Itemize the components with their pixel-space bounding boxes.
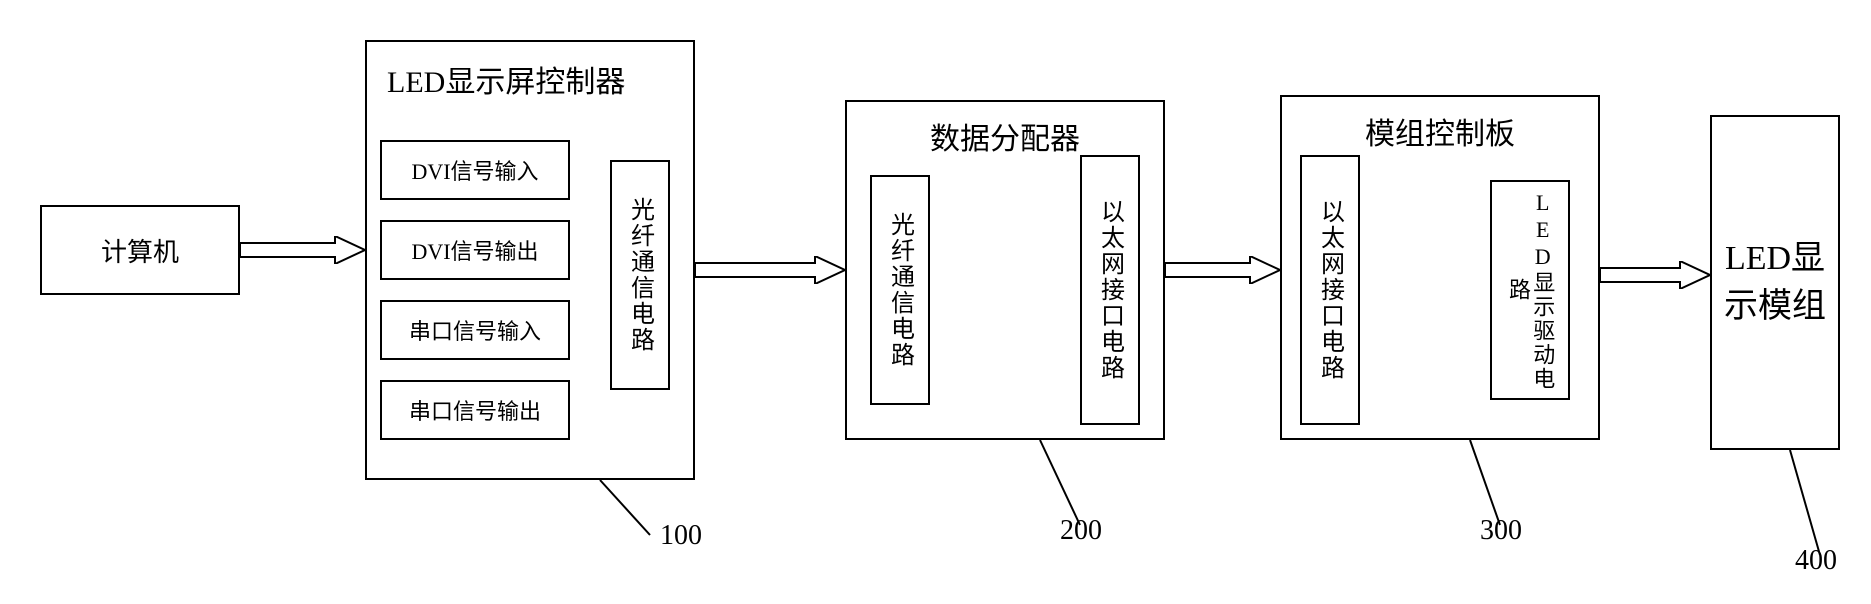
module-ctrl-driver-module: LED显示驱动电路 xyxy=(1490,180,1570,400)
distributor-title: 数据分配器 xyxy=(930,114,1080,158)
module-ctrl-eth-label: 以太网接口电路 xyxy=(1313,199,1348,381)
distributor-fiber-module: 光纤通信电路 xyxy=(870,175,930,405)
ref-400: 400 xyxy=(1795,545,1837,577)
controller-fiber-label: 光纤通信电路 xyxy=(623,197,658,353)
controller-dvi-in: DVI信号输入 xyxy=(380,140,570,200)
distributor-fiber-label: 光纤通信电路 xyxy=(883,212,918,368)
controller-fiber-module: 光纤通信电路 xyxy=(610,160,670,390)
computer-block: 计算机 xyxy=(40,205,240,295)
arrow-1 xyxy=(240,236,365,264)
led-module-label: LED显示模组 xyxy=(1722,235,1828,330)
controller-serial-out-label: 串口信号输出 xyxy=(409,394,541,426)
ref-300: 300 xyxy=(1480,515,1522,547)
controller-title: LED显示屏控制器 xyxy=(387,57,625,101)
module-ctrl-eth-module: 以太网接口电路 xyxy=(1300,155,1360,425)
arrow-3 xyxy=(1165,256,1280,284)
ref-200: 200 xyxy=(1060,515,1102,547)
computer-label: 计算机 xyxy=(101,232,179,269)
controller-dvi-out-label: DVI信号输出 xyxy=(411,234,538,266)
module-ctrl-title: 模组控制板 xyxy=(1365,109,1515,153)
module-ctrl-driver-label: LED显示驱动电路 xyxy=(1506,182,1554,398)
ref-100: 100 xyxy=(660,520,702,552)
arrow-2 xyxy=(695,256,845,284)
controller-serial-out: 串口信号输出 xyxy=(380,380,570,440)
diagram-canvas: 计算机 LED显示屏控制器 DVI信号输入 DVI信号输出 串口信号输入 串口信… xyxy=(0,0,1871,604)
controller-serial-in-label: 串口信号输入 xyxy=(409,314,541,346)
distributor-eth-module: 以太网接口电路 xyxy=(1080,155,1140,425)
led-module-block: LED显示模组 xyxy=(1710,115,1840,450)
distributor-eth-label: 以太网接口电路 xyxy=(1093,199,1128,381)
controller-dvi-in-label: DVI信号输入 xyxy=(411,154,538,186)
controller-serial-in: 串口信号输入 xyxy=(380,300,570,360)
arrow-4 xyxy=(1600,261,1710,289)
controller-dvi-out: DVI信号输出 xyxy=(380,220,570,280)
